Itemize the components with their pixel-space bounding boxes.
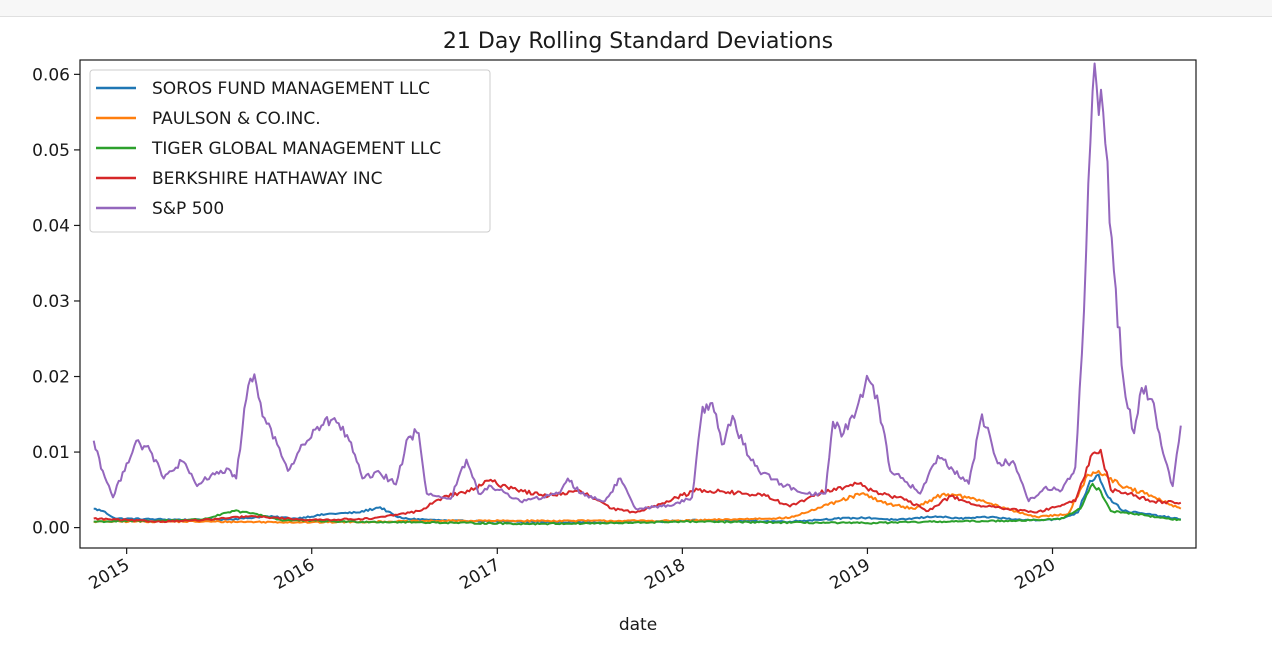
legend-label: BERKSHIRE HATHAWAY INC	[152, 169, 382, 189]
plot-area-frame	[79, 59, 1197, 549]
x-axis-label: date	[619, 615, 657, 635]
series-line-berkshire-hathaway-inc	[93, 448, 1182, 524]
y-tick-label: 0.04	[32, 216, 70, 236]
y-tick-label: 0.02	[32, 368, 70, 388]
y-axis: 0.00 0.01 0.02 0.03 0.04 0.05 0.06	[32, 65, 80, 539]
x-axis: 2015 2016 2017 2018 2019 2020	[86, 548, 1059, 594]
y-tick-label: 0.01	[32, 443, 70, 463]
legend-label: TIGER GLOBAL MANAGEMENT LLC	[151, 139, 441, 159]
notebook-cell-top-bar	[0, 0, 1272, 17]
y-tick-label: 0.03	[32, 292, 70, 312]
x-tick-label: 2018	[641, 555, 688, 594]
chart-legend: SOROS FUND MANAGEMENT LLC PAULSON & CO.IN…	[89, 69, 491, 233]
series-line-s-p-500	[92, 62, 1182, 511]
x-tick-label: 2019	[826, 555, 873, 594]
y-tick-label: 0.05	[32, 141, 70, 161]
x-tick-label: 2016	[271, 555, 318, 594]
legend-box	[89, 69, 491, 233]
legend-items: SOROS FUND MANAGEMENT LLC PAULSON & CO.IN…	[96, 79, 441, 219]
series-layer	[92, 62, 1182, 526]
x-tick-label: 2015	[86, 555, 133, 594]
y-tick-label: 0.00	[32, 519, 70, 539]
x-tick-label: 2017	[456, 555, 503, 594]
legend-label: PAULSON & CO.INC.	[152, 109, 321, 129]
series-line-tiger-global-management-llc	[93, 482, 1182, 526]
y-tick-label: 0.06	[32, 65, 70, 85]
legend-label: SOROS FUND MANAGEMENT LLC	[152, 79, 430, 99]
legend-label: S&P 500	[152, 199, 224, 219]
chart-title: 21 Day Rolling Standard Deviations	[443, 29, 833, 54]
x-tick-label: 2020	[1012, 555, 1059, 594]
